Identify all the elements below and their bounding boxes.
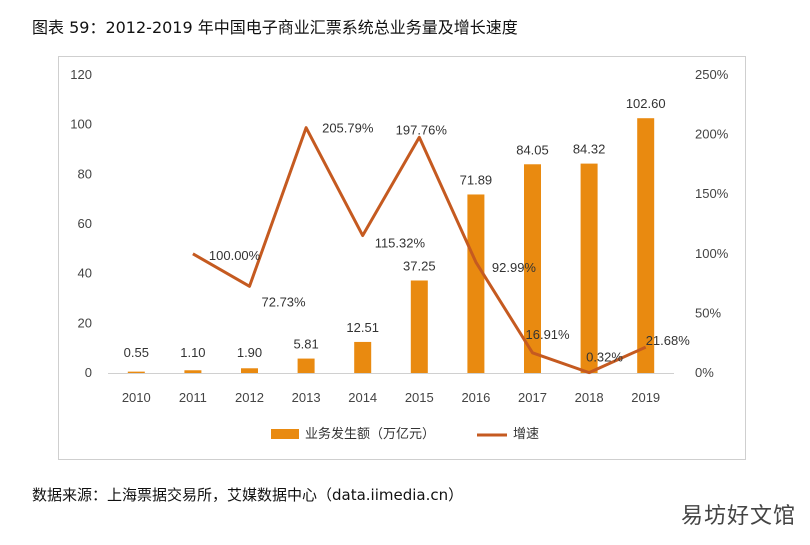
bar-value-label: 12.51	[346, 320, 379, 335]
bar	[580, 163, 598, 373]
bar	[637, 118, 655, 374]
bar	[241, 368, 258, 373]
right-axis-tick-label: 200%	[695, 127, 729, 142]
watermark: 易坊好文馆	[680, 504, 796, 529]
x-axis-tick-label: 2015	[405, 390, 434, 405]
left-axis-tick-label: 60	[78, 216, 92, 231]
growth-value-label: 115.32%	[375, 236, 426, 251]
growth-value-label: 100.00%	[209, 248, 261, 263]
x-axis-tick-label: 2014	[348, 390, 377, 405]
x-axis-tick-label: 2018	[575, 390, 604, 405]
legend-line-label: 增速	[513, 427, 539, 442]
bar-value-label: 84.05	[516, 142, 549, 157]
growth-value-label: 21.68%	[646, 333, 691, 348]
bar-value-label: 84.32	[573, 142, 606, 157]
growth-value-label: 197.76%	[396, 122, 448, 137]
source-note: 数据来源：上海票据交易所，艾媒数据中心（data.iimedia.cn）	[32, 486, 464, 504]
bar	[297, 358, 315, 373]
x-axis-tick-label: 2019	[631, 390, 660, 405]
growth-value-label: 16.91%	[526, 327, 571, 342]
right-axis-tick-label: 50%	[695, 305, 721, 320]
bar-value-label: 1.10	[180, 345, 205, 360]
left-axis-tick-label: 40	[78, 266, 92, 281]
legend-bar-label: 业务发生额（万亿元）	[305, 426, 435, 442]
chart-title: 图表 59：2012-2019 年中国电子商业汇票系统总业务量及增长速度	[32, 18, 518, 37]
growth-value-label: 92.99%	[492, 260, 537, 275]
bar	[467, 194, 485, 373]
right-axis-tick-label: 150%	[695, 186, 729, 201]
x-axis-tick-label: 2013	[292, 390, 321, 405]
left-axis-tick-label: 100	[70, 117, 92, 132]
bar	[354, 341, 372, 373]
left-axis-tick-label: 80	[78, 166, 92, 181]
bar-value-label: 0.55	[124, 345, 149, 360]
left-axis-tick-label: 120	[70, 67, 92, 82]
bar-value-label: 37.25	[403, 258, 436, 273]
bar	[127, 371, 145, 373]
x-axis-tick-label: 2017	[518, 390, 547, 405]
right-axis-tick-label: 100%	[695, 246, 729, 261]
left-axis-tick-label: 20	[78, 315, 92, 330]
right-axis-tick-label: 0%	[695, 365, 714, 380]
bar	[524, 164, 541, 373]
bar-value-label: 102.60	[626, 96, 666, 111]
growth-value-label: 0.32%	[586, 350, 623, 365]
growth-value-label: 205.79%	[322, 121, 374, 136]
x-axis-tick-label: 2016	[461, 390, 490, 405]
x-axis-tick-label: 2011	[179, 390, 207, 405]
growth-value-label: 72.73%	[262, 294, 307, 309]
bar-value-label: 5.81	[293, 337, 318, 352]
right-axis-tick-label: 250%	[695, 67, 729, 82]
legend-bar-swatch	[271, 429, 299, 439]
x-axis-tick-label: 2012	[235, 390, 264, 405]
bar-value-label: 1.90	[237, 345, 262, 360]
bar-value-label: 71.89	[460, 172, 493, 187]
x-axis-tick-label: 2010	[122, 390, 151, 405]
bar	[410, 280, 428, 373]
bar	[184, 370, 202, 373]
left-axis-tick-label: 0	[85, 365, 92, 380]
chart-frame: 0 20 40 60 80 100 120 0% 50% 100% 150% 200% 250% 2010…	[58, 56, 746, 460]
growth-line	[192, 126, 647, 375]
combo-chart: 0 20 40 60 80 100 120 0% 50% 100% 150% 200% 250% 2010…	[70, 67, 729, 442]
